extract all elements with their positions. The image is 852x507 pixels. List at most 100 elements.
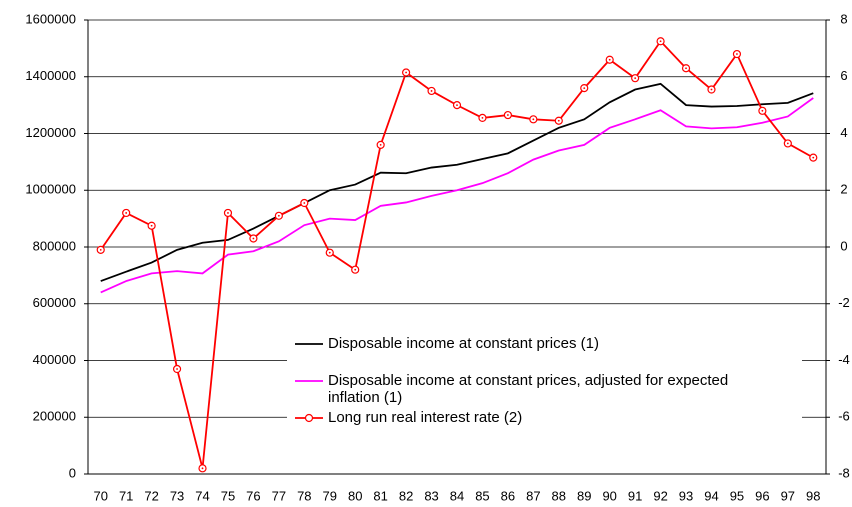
marker-dot: [430, 90, 433, 92]
y-tick-label: 1600000: [25, 11, 76, 26]
x-tick-label: 96: [755, 488, 769, 503]
marker: [427, 86, 436, 96]
x-tick-label: 87: [526, 488, 540, 503]
marker-dot: [761, 109, 764, 112]
marker: [376, 140, 385, 149]
marker: [122, 208, 131, 218]
y2-tick-label: -2: [838, 295, 850, 310]
marker-dot: [303, 202, 306, 204]
marker: [402, 68, 411, 77]
marker-dot: [812, 156, 815, 159]
marker: [172, 364, 182, 374]
series-line: [100, 82, 814, 282]
y-tick-label: 400000: [33, 352, 76, 367]
marker-dot: [252, 237, 255, 240]
marker-dot: [150, 224, 153, 227]
x-tick-label: 76: [246, 488, 260, 503]
x-tick-label: 93: [679, 488, 693, 503]
marker-dot: [634, 77, 637, 80]
legend-label: Long run real interest rate (2): [328, 409, 523, 426]
y2-tick-label: 4: [840, 125, 847, 140]
marker: [707, 85, 716, 94]
x-tick-label: 79: [323, 488, 337, 503]
x-tick-label: 83: [424, 488, 438, 503]
marker: [147, 221, 156, 230]
marker-dot: [456, 104, 458, 107]
marker-dot: [786, 142, 789, 145]
legend: Disposable income at constant prices (1)…: [287, 326, 802, 432]
marker: [351, 265, 360, 274]
marker: [554, 116, 563, 125]
marker: [529, 115, 538, 124]
marker-dot: [659, 40, 662, 43]
y2-tick-label: 2: [840, 182, 847, 197]
x-tick-label: 82: [399, 488, 413, 503]
marker: [223, 208, 233, 218]
marker: [249, 234, 258, 243]
legend-swatch: [295, 380, 323, 382]
marker: [681, 64, 691, 73]
marker-dot: [176, 368, 178, 370]
x-tick-label: 90: [602, 488, 616, 503]
y2-tick-label: 0: [840, 238, 847, 253]
y2-tick-label: 8: [840, 11, 847, 26]
y2-tick-label: -4: [838, 352, 850, 367]
marker: [198, 464, 207, 473]
marker-dot: [583, 87, 586, 89]
marker-dot: [201, 467, 204, 470]
y2-tick-label: -8: [838, 465, 850, 480]
x-tick-label: 94: [704, 488, 718, 503]
marker: [300, 198, 309, 208]
x-tick-label: 97: [781, 488, 795, 503]
x-tick-label: 89: [577, 488, 591, 503]
y-tick-label: 800000: [33, 238, 76, 253]
x-tick-label: 72: [144, 488, 158, 503]
marker-dot: [379, 143, 382, 146]
marker-dot: [354, 268, 357, 271]
x-tick-label: 77: [272, 488, 286, 503]
marker-dot: [481, 116, 484, 119]
y-tick-label: 0: [69, 465, 76, 480]
marker-dot: [125, 212, 128, 214]
marker-dot: [557, 119, 560, 122]
y-tick-label: 200000: [33, 409, 76, 424]
marker: [605, 55, 614, 64]
marker: [274, 211, 283, 220]
x-tick-label: 98: [806, 488, 820, 503]
marker-dot: [405, 71, 408, 74]
marker-dot: [277, 214, 280, 217]
marker: [452, 101, 462, 110]
series-line: [100, 97, 814, 294]
marker-dot: [328, 251, 331, 254]
legend-label: Disposable income at constant prices (1): [328, 335, 599, 352]
y2-tick-label: 6: [840, 68, 847, 83]
x-tick-label: 73: [170, 488, 184, 503]
legend-swatch: [295, 343, 323, 345]
marker-dot: [608, 58, 611, 61]
marker: [503, 110, 512, 120]
legend-label: Disposable income at constant prices, ad…: [328, 372, 729, 406]
x-tick-label: 86: [501, 488, 515, 503]
marker: [656, 37, 665, 46]
marker: [732, 49, 742, 59]
legend-marker: [304, 413, 314, 423]
legend-swatch: [295, 413, 323, 423]
marker: [783, 139, 792, 148]
y-tick-label: 1400000: [25, 68, 76, 83]
x-tick-label: 95: [730, 488, 744, 503]
x-tick-label: 74: [195, 488, 209, 503]
marker-dot: [532, 118, 535, 121]
y-tick-label: 1200000: [25, 125, 76, 140]
x-tick-label: 75: [221, 488, 235, 503]
marker-dot: [506, 114, 509, 116]
marker: [631, 74, 640, 83]
marker: [758, 106, 767, 115]
x-tick-label: 91: [628, 488, 642, 503]
x-tick-label: 88: [552, 488, 566, 503]
x-tick-label: 84: [450, 488, 464, 503]
marker-dot: [685, 67, 687, 70]
marker: [580, 83, 589, 93]
x-tick-label: 92: [653, 488, 667, 503]
